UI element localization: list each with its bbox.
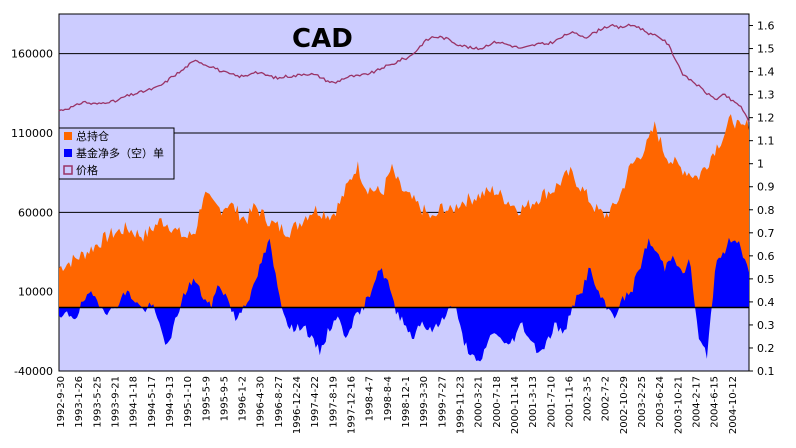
x-tick-label: 1997-4-22 [310, 376, 321, 428]
left-tick-label: 160000 [11, 48, 53, 61]
series-fund-net-position [59, 237, 749, 362]
right-tick-label: 0.4 [757, 296, 775, 309]
area-total-position [59, 114, 749, 308]
x-tick-label: 1995-9-5 [219, 376, 230, 421]
right-tick-label: 1.1 [757, 135, 775, 148]
x-tick-label: 2003-2-25 [637, 376, 648, 428]
chart-title: CAD [292, 24, 353, 54]
x-tick-label: 1998-8-4 [383, 376, 394, 421]
x-tick-label: 1995-1-10 [183, 376, 194, 428]
x-tick-label: 1992-9-30 [56, 376, 67, 428]
series-price [58, 23, 750, 123]
right-tick-label: 0.3 [757, 319, 775, 332]
x-tick-label: 2000-11-14 [510, 376, 521, 434]
legend-label-net: 基金净多（空）单 [76, 146, 164, 160]
x-tick-label: 1997-8-19 [328, 376, 339, 428]
x-tick-label: 1996-1-2 [238, 376, 249, 421]
x-tick-label: 1997-12-16 [347, 376, 358, 434]
legend-swatch-net [64, 149, 72, 157]
x-tick-label: 2000-7-18 [492, 376, 503, 428]
x-tick-label: 2002-10-29 [619, 376, 630, 434]
legend-swatch-total [64, 132, 72, 140]
x-tick-label: 2001-3-13 [528, 376, 539, 428]
legend-label-price: 价格 [76, 163, 98, 177]
right-tick-label: 1.3 [757, 89, 775, 102]
x-tick-label: 1999-7-27 [437, 376, 448, 428]
series-total-position [59, 114, 749, 308]
right-tick-label: 1.4 [757, 66, 775, 79]
right-tick-label: 0.9 [757, 181, 775, 194]
x-tick-label: 2003-6-24 [655, 376, 666, 428]
area-fund-net-position [59, 237, 749, 362]
legend-label-total: 总持仓 [76, 129, 109, 143]
right-tick-label: 0.2 [757, 342, 775, 355]
legend-box [58, 127, 175, 180]
x-tick-label: 2003-10-21 [673, 376, 684, 434]
x-tick-label: 1994-5-17 [147, 376, 158, 428]
x-tick-label: 2004-2-17 [692, 376, 703, 428]
right-tick-label: 0.8 [757, 204, 775, 217]
x-tick-label: 1998-12-1 [401, 376, 412, 428]
x-tick-label: 2002-7-2 [601, 376, 612, 421]
right-tick-label: 0.1 [757, 365, 775, 378]
x-tick-label: 2001-7-10 [546, 376, 557, 428]
x-tick-label: 1995-5-9 [201, 376, 212, 421]
legend-swatch-price [63, 165, 73, 175]
x-tick-label: 1996-8-27 [274, 376, 285, 428]
x-tick-label: 1993-1-26 [74, 376, 85, 428]
x-tick-label: 2000-3-21 [474, 376, 485, 428]
x-tick-label: 2004-10-12 [728, 376, 739, 434]
x-tick-label: 1993-9-21 [110, 376, 121, 428]
x-tick-label: 1996-12-24 [292, 376, 303, 434]
x-tick-label: 1999-3-30 [419, 376, 430, 428]
right-tick-label: 0.7 [757, 227, 775, 240]
right-axis: 1.6 1.5 1.4 1.3 1.2 1.1 1 0.9 0.8 0.7 0.6 0.5 0.4 0.3… [749, 20, 775, 378]
x-tick-label: 2004-6-15 [710, 376, 721, 428]
right-tick-label: 1.6 [757, 20, 775, 33]
x-tick-label: 1996-4-30 [256, 376, 267, 428]
left-tick-label: 10000 [18, 286, 53, 299]
x-tick-label: 1998-4-7 [365, 376, 376, 421]
x-tick-label: 1999-11-23 [455, 376, 466, 434]
right-tick-label: 1.5 [757, 43, 775, 56]
x-axis: 1992-9-30 1993-1-26 1993-5-25 1993-9-21 1994… [56, 376, 739, 434]
x-tick-label: 1993-5-25 [92, 376, 103, 428]
right-tick-label: 1 [757, 158, 764, 171]
right-tick-label: 0.6 [757, 250, 775, 263]
legend: 总持仓 基金净多（空）单 价格 [58, 127, 175, 180]
right-tick-label: 1.2 [757, 112, 775, 125]
x-tick-label: 1994-1-18 [129, 376, 140, 428]
x-tick-label: 1994-9-13 [165, 376, 176, 428]
left-axis: 160000 110000 60000 10000 -40000 [11, 48, 53, 378]
left-tick-label: 110000 [11, 127, 53, 140]
left-tick-label: -40000 [14, 365, 53, 378]
line-price [58, 23, 750, 123]
left-tick-label: 60000 [18, 206, 53, 219]
x-tick-label: 2001-11-6 [564, 376, 575, 428]
x-tick-label: 2002-3-5 [583, 376, 594, 421]
right-tick-label: 0.5 [757, 273, 775, 286]
